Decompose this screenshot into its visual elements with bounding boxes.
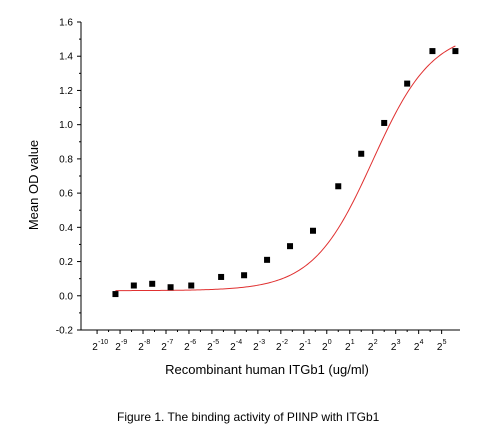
x-tick-label-exponent: -1: [305, 339, 311, 346]
y-tick-label: 1.4: [59, 52, 73, 63]
data-point: [381, 119, 388, 126]
data-point: [335, 183, 342, 190]
x-tick-label-base: 2: [414, 342, 420, 353]
data-point: [149, 280, 156, 287]
x-tick-label-base: 2: [184, 342, 190, 353]
data-point: [130, 282, 137, 289]
x-tick-label-base: 2: [253, 342, 259, 353]
x-tick-label-base: 2: [299, 342, 305, 353]
y-axis-label: Mean OD value: [26, 140, 41, 230]
x-tick-label-exponent: -9: [121, 339, 127, 346]
x-tick-label: 2 -8: [138, 339, 150, 353]
y-tick-label: -0.2: [56, 326, 74, 337]
data-point: [241, 272, 248, 279]
x-tick-label-base: 2: [368, 342, 374, 353]
y-tick-label: 1.0: [59, 120, 73, 131]
x-tick-label-base: 2: [115, 342, 121, 353]
x-tick-label: 2 -3: [253, 339, 265, 353]
x-tick-label-base: 2: [207, 342, 213, 353]
x-tick-label-base: 2: [230, 342, 236, 353]
y-tick-label: 0.2: [59, 257, 73, 268]
x-tick-label-base: 2: [276, 342, 282, 353]
fit-curve: [115, 45, 456, 292]
x-tick-label: 2 -7: [161, 339, 173, 353]
x-axis: 2 -10 2 -9 2 -8 2 -7 2 -6 2 -5 2 -4 2 -3 2 -2 2 -1 2 0 2 1 2 2 2 3 2…: [92, 330, 447, 353]
fit-curve-layer: [115, 45, 456, 292]
x-tick-label: 2 -2: [276, 339, 288, 353]
x-tick-label-base: 2: [437, 342, 443, 353]
y-axis: -0.2 0.0 0.2 0.4 0.6 0.8 1.0 1.2 1.4 1.6: [56, 18, 81, 337]
x-tick-label: 2 -9: [115, 339, 127, 353]
data-point: [452, 48, 459, 55]
x-tick-label: 2 -1: [299, 339, 311, 353]
x-tick-label-base: 2: [92, 342, 98, 353]
data-point: [188, 282, 195, 289]
data-point: [358, 150, 365, 157]
x-tick-label: 2 -10: [92, 339, 108, 353]
x-tick-label-exponent: 2: [374, 339, 378, 346]
x-axis-label: Recombinant human ITGb1 (ug/ml): [165, 362, 369, 377]
data-point: [429, 48, 436, 55]
y-tick-label: 0.8: [59, 154, 73, 165]
x-tick-label-exponent: -10: [98, 339, 108, 346]
figure-caption: Figure 1. The binding activity of PIINP …: [117, 410, 380, 424]
x-tick-label-base: 2: [391, 342, 397, 353]
x-tick-label-exponent: 3: [397, 339, 401, 346]
data-point: [404, 80, 411, 87]
x-tick-label-exponent: -6: [190, 339, 196, 346]
data-point: [167, 284, 174, 291]
y-tick-label: 0.6: [59, 189, 73, 200]
x-tick-label: 2 -6: [184, 339, 196, 353]
x-tick-label-exponent: -2: [282, 339, 288, 346]
y-tick-label: 1.6: [59, 18, 73, 29]
y-tick-label: 0.0: [59, 291, 73, 302]
x-tick-label-exponent: 4: [420, 339, 424, 346]
data-point: [264, 256, 271, 263]
data-point: [218, 273, 225, 280]
data-point: [287, 243, 294, 250]
x-tick-label: 2 -4: [230, 339, 242, 353]
data-points: [112, 48, 459, 298]
x-tick-label-exponent: -4: [236, 339, 242, 346]
y-tick-label: 1.2: [59, 86, 73, 97]
x-tick-label-exponent: -3: [259, 339, 265, 346]
x-tick-label-exponent: -5: [213, 339, 219, 346]
x-tick-label-base: 2: [138, 342, 144, 353]
x-tick-label-base: 2: [161, 342, 167, 353]
y-tick-label: 0.4: [59, 223, 73, 234]
x-tick-label-exponent: -7: [167, 339, 173, 346]
x-tick-label-exponent: 1: [351, 339, 355, 346]
x-tick-label-exponent: 0: [328, 339, 332, 346]
x-tick-label-base: 2: [345, 342, 351, 353]
data-point: [112, 291, 119, 298]
x-tick-label-exponent: 5: [443, 339, 447, 346]
x-tick-label-base: 2: [322, 342, 328, 353]
data-point: [309, 227, 316, 234]
x-tick-label-exponent: -8: [144, 339, 150, 346]
x-tick-label: 2 -5: [207, 339, 219, 353]
plot-frame: [80, 22, 460, 331]
